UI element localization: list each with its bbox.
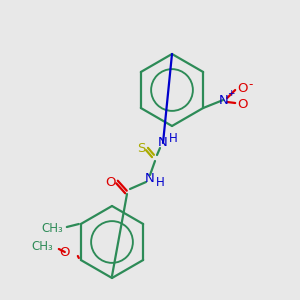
Text: CH₃: CH₃ xyxy=(41,223,63,236)
Text: -: - xyxy=(248,79,252,92)
Text: CH₃: CH₃ xyxy=(31,241,53,254)
Text: O: O xyxy=(237,82,247,94)
Text: O: O xyxy=(60,247,70,260)
Text: S: S xyxy=(137,142,145,154)
Text: O: O xyxy=(105,176,115,190)
Text: +: + xyxy=(227,89,235,98)
Text: O: O xyxy=(237,98,247,112)
Text: H: H xyxy=(156,176,164,188)
Text: H: H xyxy=(169,133,177,146)
Text: N: N xyxy=(158,136,168,149)
Text: N: N xyxy=(218,94,228,106)
Text: N: N xyxy=(145,172,155,184)
